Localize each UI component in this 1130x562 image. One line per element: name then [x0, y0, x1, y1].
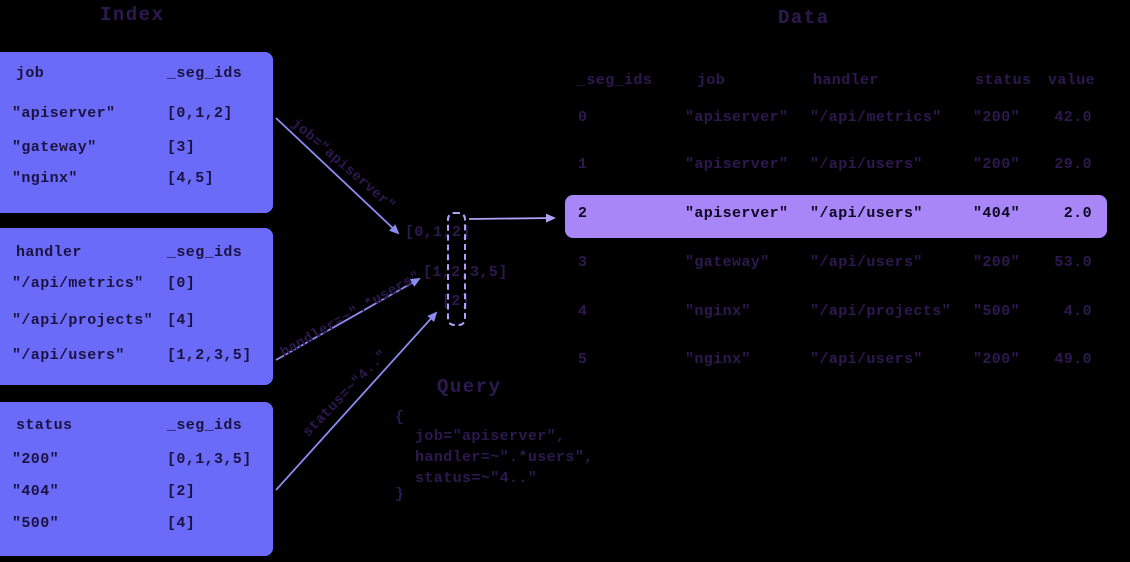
index-key: "/api/users" — [12, 347, 125, 364]
query-line-job: job="apiserver", — [415, 428, 566, 445]
data-cell: "nginx" — [685, 303, 751, 320]
query-open-brace: { — [395, 409, 405, 426]
index-ids: [4,5] — [167, 170, 215, 187]
data-cell: 3 — [578, 254, 588, 271]
column-header-handler: handler — [16, 244, 82, 261]
index-ids: [0,1,3,5] — [167, 451, 252, 468]
highlighted-row-background — [565, 195, 1107, 238]
index-ids: [3] — [167, 139, 196, 156]
data-cell: "apiserver" — [685, 156, 789, 173]
index-ids: [1,2,3,5] — [167, 347, 252, 364]
data-cell: "apiserver" — [685, 109, 789, 126]
index-key: "/api/metrics" — [12, 275, 144, 292]
data-cell: 4 — [578, 303, 588, 320]
index-ids: [0,1,2] — [167, 105, 233, 122]
index-key: "/api/projects" — [12, 312, 154, 329]
data-header-job: job — [697, 72, 726, 89]
index-ids: [4] — [167, 515, 196, 532]
index-key: "200" — [12, 451, 60, 468]
column-header-job: job — [16, 65, 45, 82]
data-header-status: status — [975, 72, 1032, 89]
data-section-title: Data — [778, 7, 830, 29]
query-line-status: status=~"4.." — [415, 470, 538, 487]
data-header-seg-ids: _seg_ids — [577, 72, 653, 89]
label-status-matcher: status=~"4.." — [300, 347, 392, 441]
index-box-job: job _seg_ids "apiserver" [0,1,2] "gatewa… — [0, 52, 273, 213]
data-cell: "/api/users" — [810, 156, 923, 173]
index-key: "gateway" — [12, 139, 97, 156]
arrow-job-matcher — [275, 117, 400, 235]
data-cell: "gateway" — [685, 254, 770, 271]
index-key: "500" — [12, 515, 60, 532]
data-cell-matched: 2.0 — [1063, 205, 1092, 222]
data-cell: "500" — [973, 303, 1021, 320]
query-line-handler: handler=~".*users", — [415, 449, 594, 466]
column-header-seg-ids: _seg_ids — [167, 65, 243, 82]
data-cell: "nginx" — [685, 351, 751, 368]
intersection-highlight-box — [447, 212, 466, 326]
data-cell: "/api/metrics" — [810, 109, 942, 126]
data-cell: 1 — [578, 156, 588, 173]
column-header-seg-ids: _seg_ids — [167, 417, 243, 434]
data-cell: 49.0 — [1054, 351, 1092, 368]
index-box-handler: handler _seg_ids "/api/metrics" [0] "/ap… — [0, 228, 273, 385]
posting-list-job: [0,1,2] — [405, 224, 471, 241]
index-ids: [2] — [167, 483, 196, 500]
column-header-status: status — [16, 417, 73, 434]
data-header-value: value — [1048, 72, 1096, 89]
data-cell: "200" — [973, 254, 1021, 271]
data-cell: "200" — [973, 156, 1021, 173]
index-key: "404" — [12, 483, 60, 500]
index-key: "nginx" — [12, 170, 78, 187]
data-cell: "200" — [973, 351, 1021, 368]
data-cell: "200" — [973, 109, 1021, 126]
data-cell: 5 — [578, 351, 588, 368]
index-ids: [0] — [167, 275, 196, 292]
data-cell: "/api/projects" — [810, 303, 952, 320]
data-cell: "/api/users" — [810, 254, 923, 271]
query-section-title: Query — [437, 376, 502, 398]
index-ids: [4] — [167, 312, 196, 329]
data-cell-matched: "/api/users" — [810, 205, 923, 222]
data-cell: "/api/users" — [810, 351, 923, 368]
query-close-brace: } — [395, 486, 405, 503]
index-box-status: status _seg_ids "200" [0,1,3,5] "404" [2… — [0, 402, 273, 556]
data-cell-matched: 2 — [578, 205, 588, 222]
data-cell: 53.0 — [1054, 254, 1092, 271]
data-cell-matched: "404" — [973, 205, 1021, 222]
data-header-handler: handler — [813, 72, 879, 89]
data-cell: 0 — [578, 109, 588, 126]
label-job-matcher: job="apiserver" — [287, 115, 398, 215]
data-cell: 42.0 — [1054, 109, 1092, 126]
arrow-intersection-result — [468, 213, 556, 223]
label-handler-matcher: handler=~".*users" — [278, 268, 424, 361]
data-cell: 4.0 — [1063, 303, 1092, 320]
index-key: "apiserver" — [12, 105, 116, 122]
data-cell-matched: "apiserver" — [685, 205, 789, 222]
data-cell: 29.0 — [1054, 156, 1092, 173]
column-header-seg-ids: _seg_ids — [167, 244, 243, 261]
index-section-title: Index — [100, 4, 165, 26]
